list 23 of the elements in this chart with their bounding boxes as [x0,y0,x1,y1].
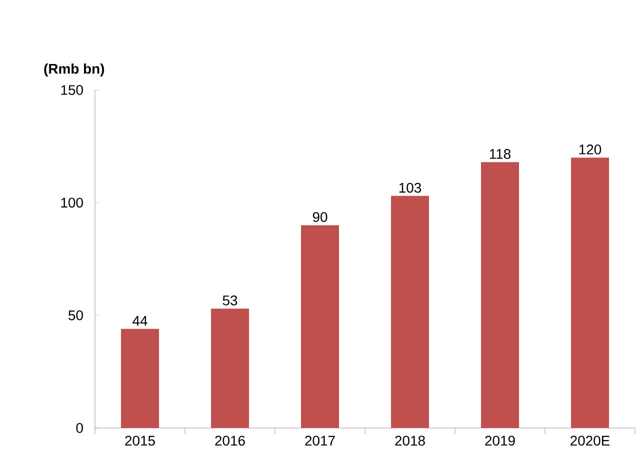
data-label: 103 [399,182,422,193]
bar [571,158,610,428]
data-label: 118 [490,149,511,159]
bar [121,328,159,428]
bar [211,308,249,428]
data-label: 53 [222,295,238,306]
bar [391,196,430,428]
y-tick-label: 50 [68,310,83,320]
x-tick-label: 2017 [305,436,335,446]
y-tick-label: 150 [61,85,83,95]
data-label: 44 [132,316,148,326]
x-tick-label: 2018 [395,436,425,446]
x-tick-label: 2020E [570,436,610,446]
data-label: 90 [312,212,328,222]
x-tick-label: 2019 [485,436,515,446]
bar [481,162,520,428]
data-label: 120 [579,144,602,154]
y-axis-title: (Rmb bn) [44,63,104,76]
x-tick-label: 2016 [215,436,245,446]
bar [301,225,339,428]
y-tick-label: 100 [61,198,83,208]
y-tick-label: 0 [76,423,83,433]
x-tick-label: 2015 [125,436,155,446]
